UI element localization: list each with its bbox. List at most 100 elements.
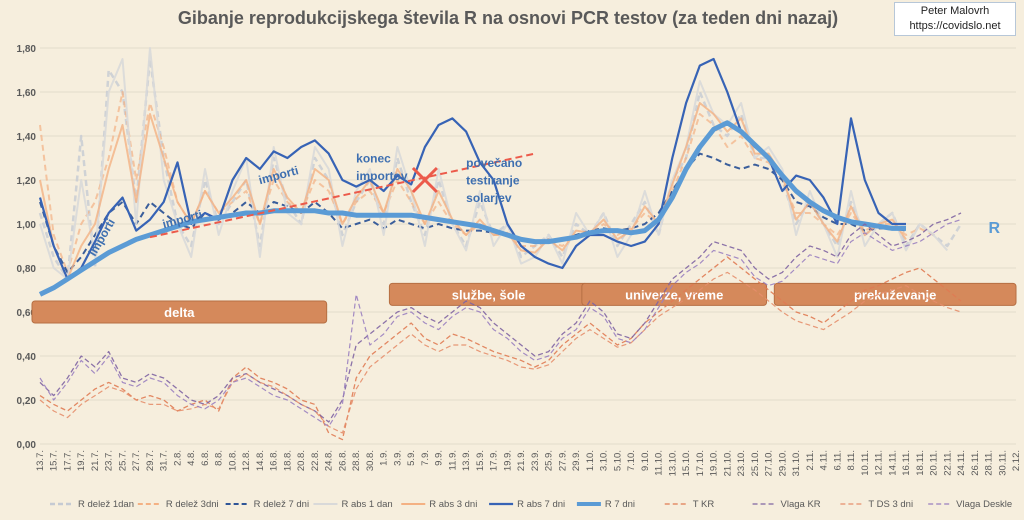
x-tick-label: 28.11. (984, 450, 995, 476)
legend-label: R abs 1 dan (341, 499, 392, 510)
x-tick-label: 17.7. (62, 450, 73, 471)
x-tick-label: 31.10. (791, 450, 802, 476)
x-tick-label: 27.7. (131, 450, 142, 471)
x-tick-label: 14.8. (255, 450, 266, 471)
x-tick-label: 27.10. (764, 450, 775, 476)
x-tick-label: 20.8. (296, 450, 307, 471)
x-tick-label: 30.11. (997, 450, 1008, 476)
x-tick-label: 23.9. (530, 450, 541, 471)
x-tick-label: 16.8. (269, 450, 280, 471)
x-tick-label: 10.11. (860, 450, 871, 476)
x-tick-label: 22.11. (942, 450, 953, 476)
x-tick-label: 11.10. (654, 450, 665, 476)
annotation: solarjev (466, 191, 512, 205)
x-tick-label: 16.11. (901, 450, 912, 476)
y-tick-label: 1,20 (17, 176, 37, 187)
x-tick-label: 29.7. (145, 450, 156, 471)
x-tick-label: 18.8. (282, 450, 293, 471)
legend-label: Vlaga Deskle (956, 499, 1012, 510)
x-tick-label: 21.10. (722, 450, 733, 476)
x-tick-label: 17.9. (489, 450, 500, 471)
legend-label: Vlaga KR (781, 499, 821, 510)
series-line (39, 212, 962, 423)
x-tick-label: 9.9. (434, 450, 445, 466)
x-tick-label: 2.12. (1011, 450, 1022, 471)
x-tick-label: 7.10. (626, 450, 637, 471)
x-tick-label: 26.8. (337, 450, 348, 471)
x-tick-label: 6.8. (200, 450, 211, 466)
legend-label: R delež 3dni (166, 499, 219, 510)
period-band-label: delta (164, 305, 195, 320)
x-tick-label: 25.9. (544, 450, 555, 471)
series-line (39, 256, 962, 441)
period-band (31, 300, 328, 324)
x-tick-label: 10.8. (227, 450, 238, 471)
legend-label: R 7 dni (605, 499, 635, 510)
x-axis: 13.7. 15.7. 17.7. 19.7. 21.7. 23.7. 25.7. 27.7.… (35, 450, 1022, 476)
series-line (39, 219, 962, 427)
x-tick-label: 20.11. (929, 450, 940, 476)
cross-marker (411, 166, 438, 194)
x-tick-label: 19.10. (709, 450, 720, 476)
x-tick-label: 19.7. (76, 450, 87, 471)
x-tick-label: 1.9. (379, 450, 390, 466)
x-tick-label: 13.7. (35, 450, 46, 471)
credit-author: Peter Malovrh (920, 5, 990, 17)
x-tick-label: 31.7. (159, 450, 170, 471)
legend-label: R abs 7 dni (517, 499, 565, 510)
series-line (38, 120, 906, 297)
x-tick-label: 5.9. (406, 450, 417, 466)
x-tick-label: 1.10. (585, 450, 596, 471)
x-tick-label: 24.8. (324, 450, 335, 471)
x-tick-label: 23.7. (104, 450, 115, 471)
legend-label: T KR (693, 499, 715, 510)
x-tick-label: 4.8. (186, 450, 197, 466)
y-tick-label: 0,80 (17, 264, 37, 275)
x-tick-label: 27.9. (557, 450, 568, 471)
credit-box: Peter Malovrh https://covidslo.net (894, 2, 1016, 36)
legend-label: R delež 7 dni (254, 499, 309, 510)
series-line (39, 271, 962, 434)
legend-label: R abs 3 dni (429, 499, 477, 510)
x-tick-label: 18.11. (915, 450, 926, 476)
x-tick-label: 29.10. (777, 450, 788, 476)
x-tick-label: 15.9. (475, 450, 486, 471)
x-tick-label: 8.11. (846, 450, 857, 470)
annotation: importov (356, 169, 408, 183)
x-tick-label: 8.8. (214, 450, 225, 466)
x-tick-label: 4.11. (819, 450, 830, 470)
x-tick-label: 6.11. (832, 450, 843, 470)
x-tick-label: 24.11. (956, 450, 967, 476)
x-tick-label: 13.9. (461, 450, 472, 471)
credit-site[interactable]: https://covidslo.net (909, 20, 1001, 32)
y-tick-label: 0,00 (17, 440, 37, 451)
annotation: povečano (466, 156, 522, 170)
annotation: R (989, 220, 1001, 237)
period-band (581, 282, 768, 306)
x-tick-label: 17.10. (695, 450, 706, 476)
y-tick-label: 1,60 (17, 88, 37, 99)
legend-label: R delež 1dan (78, 499, 134, 510)
x-tick-label: 30.8. (365, 450, 376, 471)
x-tick-label: 3.9. (392, 450, 403, 466)
x-tick-label: 25.10. (750, 450, 761, 476)
x-tick-label: 25.7. (117, 450, 128, 471)
x-tick-label: 28.8. (351, 450, 362, 471)
y-axis: 0,00 0,20 0,40 0,60 0,80 1,00 1,20 1,40 1,60 1,80 (17, 44, 37, 451)
x-tick-label: 19.9. (502, 450, 513, 471)
x-tick-label: 12.8. (241, 450, 252, 471)
x-tick-label: 26.11. (970, 450, 981, 476)
y-tick-label: 1,00 (17, 220, 37, 231)
annotation: konec (356, 151, 391, 165)
period-band-label: univerze, vreme (625, 287, 723, 302)
y-tick-label: 0,40 (17, 352, 37, 363)
x-tick-label: 21.9. (516, 450, 527, 471)
x-tick-label: 11.9. (447, 450, 458, 470)
x-tick-label: 12.11. (874, 450, 885, 476)
x-tick-label: 29.9. (571, 450, 582, 471)
period-band-label: službe, šole (452, 287, 526, 302)
legend: R delež 1dan R delež 3dni R delež 7 dni R a… (50, 499, 1012, 510)
x-tick-label: 14.11. (887, 450, 898, 476)
legend-label: T DS 3 dni (868, 499, 913, 510)
